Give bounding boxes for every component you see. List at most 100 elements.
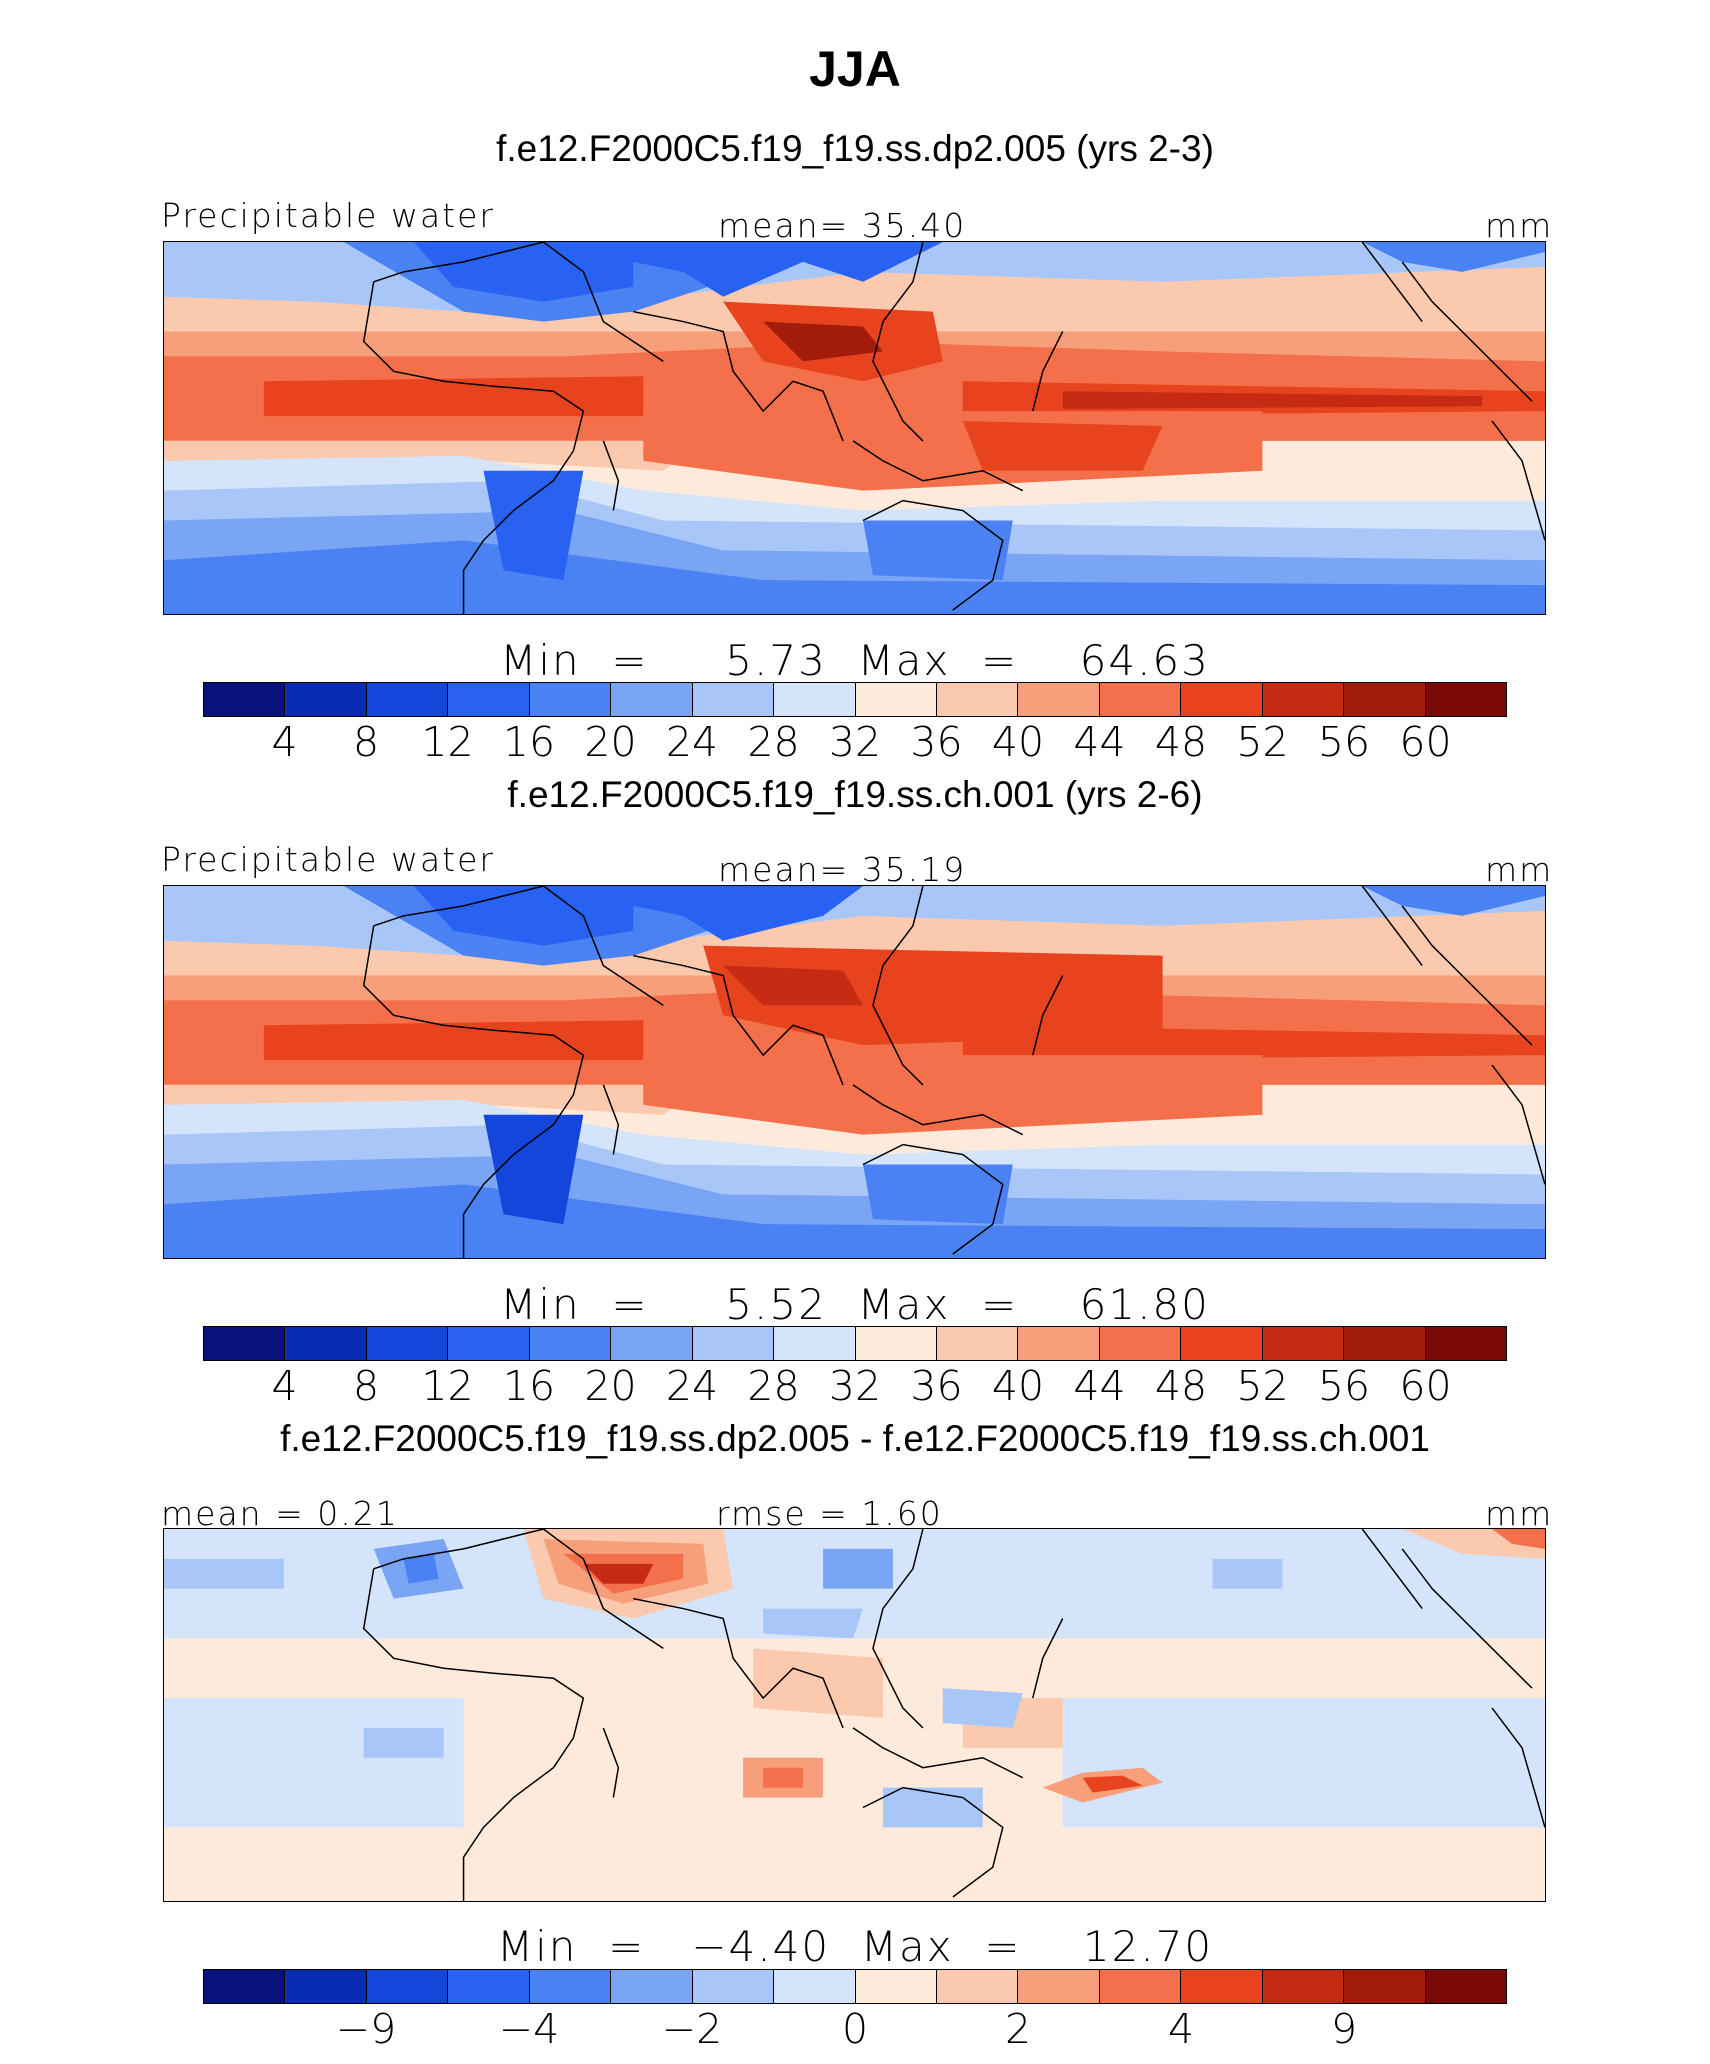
panel-2-tick-label: 28 [747,1362,800,1410]
panel-3-tick-label: −9 [335,2005,397,2053]
panel-1-colorbar-cell [936,683,1019,716]
panel-1-colorbar-cell [692,683,775,716]
panel-1-colorbar [203,682,1507,717]
panel-3-title: f.e12.F2000C5.f19_f19.ss.dp2.005 - f.e12… [280,1418,1430,1459]
panel-1-colorbar-cell [1181,683,1263,716]
panel-3-colorbar-cell [855,1970,937,2003]
panel-3-colorbar-cell [1262,1970,1345,2003]
panel-3-colorbar-cell [1181,1970,1263,2003]
panel-2-colorbar-cell [1018,1327,1100,1360]
panel-1-tick-label: 60 [1399,718,1452,766]
panel-2-tick-label: 36 [910,1362,963,1410]
panel-1-tick-label: 32 [828,718,882,766]
panel-1-colorbar-cell [1425,683,1506,716]
panel-2-tick-label: 32 [828,1362,882,1410]
panel-1-colorbar-cell [774,683,856,716]
panel-3-mean-label: mean = 0.21 [161,1494,399,1533]
panel-3-colorbar-cell [611,1970,693,2003]
panel-2-tick-label: 24 [665,1362,719,1410]
panel-3-map [163,1528,1546,1902]
panel-1-title: f.e12.F2000C5.f19_f19.ss.dp2.005 (yrs 2-… [496,128,1214,169]
panel-1-tick-label: 52 [1236,718,1289,766]
panel-2-colorbar-cell [204,1327,286,1360]
panel-2-colorbar-cell [855,1327,937,1360]
panel-1-minmax: Min = 5.73 Max = 64.63 [500,636,1210,685]
panel-2-tick-label: 56 [1317,1362,1371,1410]
panel-2-tick-label: 4 [271,1362,298,1410]
panel-1-units-label: mm [1485,206,1554,245]
panel-2-colorbar-cell [1181,1327,1263,1360]
panel-3-colorbar-cell [366,1970,449,2003]
panel-2-colorbar-cell [1099,1327,1182,1360]
panel-3-tick-label: 2 [1004,2005,1032,2053]
panel-2-colorbar-cell [448,1327,530,1360]
panel-2-colorbar [203,1326,1507,1361]
panel-3-colorbar-cell [1425,1970,1506,2003]
panel-1-colorbar-cell [448,683,530,716]
panel-1-variable-label: Precipitable water [161,196,495,235]
panel-1-tick-label: 12 [421,718,474,766]
panel-3-colorbar-cell [1344,1970,1426,2003]
panel-1-colorbar-cell [1344,683,1426,716]
panel-2-variable-label: Precipitable water [161,840,495,879]
panel-1-tick-label: 36 [910,718,963,766]
panel-1-tick-label: 40 [991,718,1045,766]
panel-1-tick-label: 4 [271,718,298,766]
panel-2-colorbar-cell [774,1327,856,1360]
panel-3-colorbar-cell [285,1970,367,2003]
panel-3-colorbar-cell [529,1970,612,2003]
panel-3-tick-label: 9 [1330,2005,1358,2053]
panel-2-colorbar-ticks: 4 8 12 16 20 24 28 32 36 40 44 48 52 56 … [203,1362,1507,1410]
panel-3-rmse-label: rmse = 1.60 [716,1494,943,1533]
panel-2-colorbar-cell [1425,1327,1506,1360]
panel-3-tick-label: 0 [841,2005,869,2053]
panel-2-colorbar-cell [692,1327,775,1360]
panel-2-tick-label: 20 [584,1362,637,1410]
panel-1-tick-label: 24 [665,718,719,766]
panel-3-colorbar-cell [774,1970,856,2003]
panel-1-colorbar-cell [529,683,612,716]
panel-3-units-label: mm [1485,1494,1554,1533]
panel-1-tick-label: 44 [1073,718,1126,766]
panel-2-colorbar-cell [366,1327,449,1360]
panel-2-colorbar-cell [529,1327,612,1360]
panel-2-tick-label: 40 [991,1362,1045,1410]
panel-1-map [163,241,1546,615]
panel-1-tick-label: 56 [1317,718,1371,766]
panel-1-colorbar-cell [1262,683,1345,716]
panel-3-colorbar-cell [204,1970,286,2003]
panel-3-minmax: Min = −4.40 Max = 12.70 [496,1922,1214,1971]
panel-1-colorbar-cell [1099,683,1182,716]
panel-3-colorbar-cell [936,1970,1019,2003]
panel-3-tick-label: −2 [661,2005,723,2053]
panel-2-tick-label: 44 [1073,1362,1126,1410]
panel-1-colorbar-cell [611,683,693,716]
panel-2-colorbar-cell [285,1327,367,1360]
panel-2-tick-label: 16 [502,1362,556,1410]
panel-1-colorbar-cell [366,683,449,716]
panel-3-tick-label: 4 [1167,2005,1195,2053]
panel-2-colorbar-cell [1262,1327,1345,1360]
main-title: JJA [809,41,901,97]
panel-3-tick-label: −4 [498,2005,560,2053]
panel-3-colorbar-cell [692,1970,775,2003]
panel-1-tick-label: 48 [1154,718,1208,766]
panel-1-tick-label: 16 [502,718,556,766]
panel-2-mean-label: mean= 35.19 [718,850,967,889]
panel-2-units-label: mm [1485,850,1554,889]
panel-3-colorbar-cell [1099,1970,1182,2003]
panel-2-tick-label: 60 [1399,1362,1452,1410]
panel-1-tick-label: 20 [584,718,637,766]
panel-2-minmax: Min = 5.52 Max = 61.80 [500,1280,1210,1329]
panel-1-colorbar-cell [204,683,286,716]
panel-1-tick-label: 28 [747,718,800,766]
panel-3-colorbar [203,1969,1507,2004]
panel-3-colorbar-cell [448,1970,530,2003]
panel-2-tick-label: 48 [1154,1362,1208,1410]
panel-2-tick-label: 8 [352,1362,380,1410]
panel-2-colorbar-cell [611,1327,693,1360]
panel-2-colorbar-cell [1344,1327,1426,1360]
panel-1-mean-label: mean= 35.40 [718,206,967,245]
panel-1-colorbar-ticks: 4 8 12 16 20 24 28 32 36 40 44 48 52 56 … [203,718,1507,766]
panel-1-tick-label: 8 [352,718,380,766]
